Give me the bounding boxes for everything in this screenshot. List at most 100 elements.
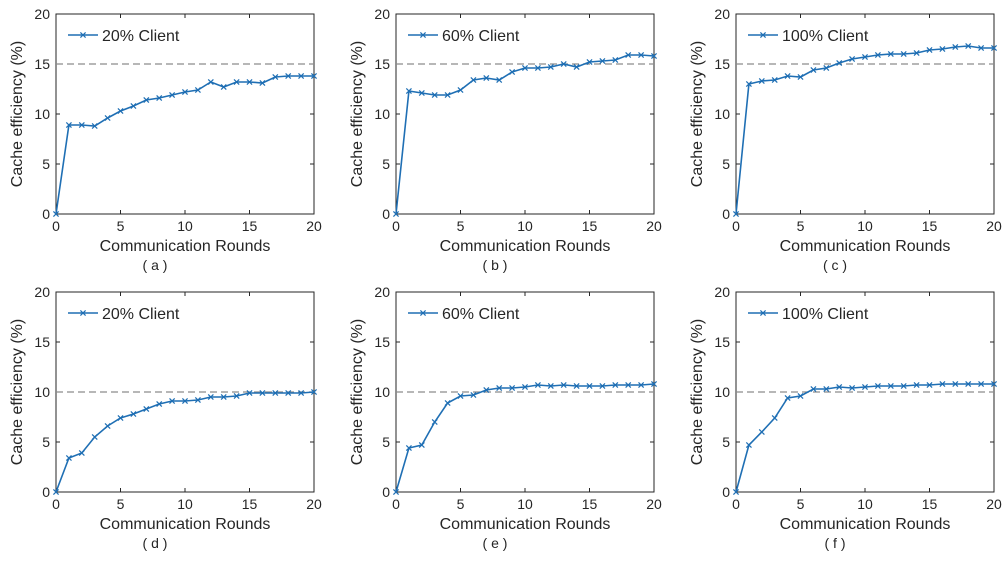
data-point-marker [849, 384, 856, 392]
y-tick-label: 20 [714, 6, 730, 22]
data-point-marker [509, 384, 516, 392]
data-point-marker [758, 428, 765, 436]
data-point-marker [457, 392, 464, 400]
y-tick-label: 10 [714, 384, 730, 400]
data-point-marker [784, 72, 791, 80]
y-tick-label: 5 [382, 156, 390, 172]
x-axis-label: Communication Rounds [780, 516, 951, 533]
data-point-marker [246, 78, 253, 86]
data-point-marker [810, 385, 817, 393]
data-point-marker [861, 53, 869, 61]
data-point-marker [259, 389, 266, 397]
y-axis-label: Cache efficiency (%) [349, 41, 366, 187]
data-point-marker [181, 88, 189, 96]
x-tick-label: 15 [922, 496, 938, 512]
data-point-marker [431, 418, 438, 426]
x-tick-label: 0 [732, 218, 740, 234]
data-point-marker [797, 392, 804, 400]
data-point-marker [496, 76, 503, 84]
x-tick-label: 20 [986, 218, 1002, 234]
data-point-marker [650, 380, 658, 388]
data-point-marker [91, 122, 98, 130]
x-tick-label: 10 [177, 496, 193, 512]
data-point-marker [285, 72, 292, 80]
y-tick-label: 15 [374, 56, 390, 72]
data-point-marker [444, 91, 451, 99]
data-point-marker [143, 96, 150, 104]
y-tick-label: 5 [42, 156, 50, 172]
x-axis-label: Communication Rounds [440, 238, 611, 255]
x-tick-label: 20 [306, 496, 322, 512]
data-point-marker [207, 78, 214, 86]
data-point-marker [483, 386, 490, 394]
data-point-marker [418, 89, 425, 97]
data-point-marker [900, 382, 907, 390]
data-point-marker [771, 414, 778, 422]
x-tick-label: 10 [857, 218, 873, 234]
data-point-marker [143, 405, 150, 413]
data-point-marker [405, 87, 412, 95]
x-tick-label: 10 [517, 218, 533, 234]
subplot-6: 0 5 10 15 20 0 5 10 15 20 Communication Rounds Cach… [689, 284, 1002, 551]
data-point-marker [272, 389, 279, 397]
x-tick-label: 5 [457, 218, 465, 234]
x-axis-label: Communication Rounds [780, 238, 951, 255]
legend-label: 100% Client [782, 28, 869, 45]
data-point-marker [939, 45, 946, 53]
y-tick-label: 10 [374, 384, 390, 400]
subplot-5: 0 5 10 15 20 0 5 10 15 20 Communication Rounds Cach… [349, 284, 662, 551]
x-tick-label: 20 [646, 218, 662, 234]
data-point-marker [599, 382, 606, 390]
data-point-marker [638, 381, 645, 389]
data-point-marker [547, 63, 554, 71]
data-point-marker [900, 50, 907, 58]
y-tick-label: 10 [34, 106, 50, 122]
legend-marker [419, 31, 427, 39]
y-tick-label: 20 [34, 284, 50, 300]
y-tick-label: 15 [374, 334, 390, 350]
data-point-marker [823, 385, 830, 393]
data-point-marker [156, 94, 163, 102]
data-point-marker [612, 381, 619, 389]
y-tick-label: 15 [714, 56, 730, 72]
subplot-caption: ( b ) [483, 257, 508, 273]
x-tick-label: 20 [646, 496, 662, 512]
y-axis-label: Cache efficiency (%) [9, 319, 26, 465]
x-axis-label: Communication Rounds [100, 516, 271, 533]
data-point-marker [638, 51, 645, 59]
legend-marker [759, 31, 767, 39]
data-point-marker [220, 393, 227, 401]
data-point-marker [887, 50, 894, 58]
legend-label: 20% Client [102, 28, 180, 45]
data-point-marker [745, 441, 752, 449]
legend-marker [419, 309, 427, 317]
y-axis-label: Cache efficiency (%) [689, 319, 706, 465]
x-tick-label: 5 [117, 218, 125, 234]
data-point-marker [874, 51, 881, 59]
series-line [735, 383, 994, 493]
y-axis-label: Cache efficiency (%) [9, 41, 26, 187]
data-point-marker [117, 107, 124, 115]
data-point-marker [169, 91, 176, 99]
data-point-marker [457, 86, 464, 94]
data-point-marker [52, 488, 60, 496]
data-point-marker [259, 79, 266, 87]
subplot-caption: ( d ) [143, 535, 168, 551]
data-point-marker [612, 56, 619, 64]
data-point-marker [560, 60, 567, 68]
y-tick-label: 15 [714, 334, 730, 350]
x-tick-label: 10 [517, 496, 533, 512]
series-line [395, 54, 655, 215]
subplot-caption: ( f ) [825, 535, 846, 551]
x-tick-label: 0 [392, 218, 400, 234]
y-tick-label: 0 [722, 206, 730, 222]
data-point-marker [156, 400, 163, 408]
x-tick-label: 15 [582, 496, 598, 512]
x-tick-label: 15 [242, 496, 258, 512]
y-tick-label: 0 [42, 484, 50, 500]
y-tick-label: 15 [34, 56, 50, 72]
x-tick-label: 15 [242, 218, 258, 234]
legend-marker [79, 31, 87, 39]
data-point-marker [965, 380, 972, 388]
data-point-marker [444, 399, 451, 407]
